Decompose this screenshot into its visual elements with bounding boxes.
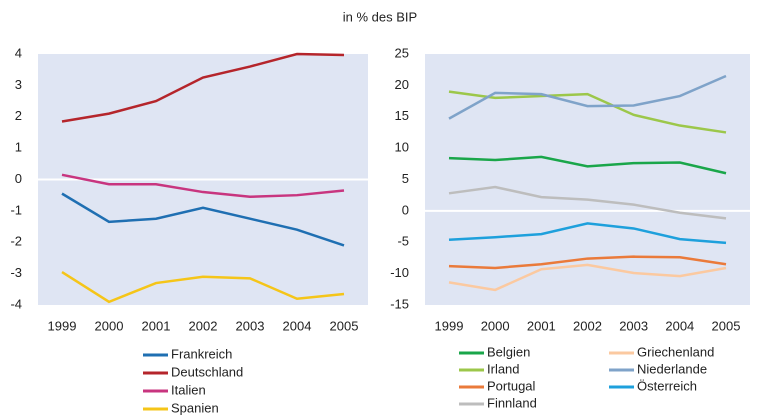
series-line bbox=[61, 271, 345, 304]
y-tick-label: 4 bbox=[15, 45, 22, 60]
series-line bbox=[61, 192, 345, 247]
legend-label: Frankreich bbox=[171, 346, 232, 361]
legend-label: Portugal bbox=[487, 378, 536, 393]
y-tick-label: 0 bbox=[402, 202, 409, 217]
x-tick-label: 1999 bbox=[48, 318, 77, 333]
x-tick-label: 2002 bbox=[189, 318, 218, 333]
legend-label: Irland bbox=[487, 361, 520, 376]
x-tick-label: 2004 bbox=[665, 318, 694, 333]
x-tick-label: 2003 bbox=[236, 318, 265, 333]
series-line bbox=[448, 222, 727, 245]
legend-label: Österreich bbox=[637, 378, 697, 393]
legend-label: Belgien bbox=[487, 344, 530, 359]
y-tick-label: -5 bbox=[397, 234, 409, 249]
legend-label: Finnland bbox=[487, 395, 537, 410]
y-tick-label: 3 bbox=[15, 77, 22, 92]
legend-label: Niederlande bbox=[637, 361, 707, 376]
x-tick-label: 2000 bbox=[481, 318, 510, 333]
y-tick-label: -10 bbox=[390, 265, 409, 280]
y-tick-label: 2 bbox=[15, 108, 22, 123]
series-line bbox=[448, 263, 727, 292]
series-line bbox=[448, 185, 727, 220]
x-tick-label: 2003 bbox=[619, 318, 648, 333]
y-tick-label: 10 bbox=[395, 140, 409, 155]
x-tick-label: 2005 bbox=[330, 318, 359, 333]
x-tick-label: 2004 bbox=[283, 318, 312, 333]
y-tick-label: 25 bbox=[395, 45, 409, 60]
legend-label: Griechenland bbox=[637, 344, 714, 359]
series-line bbox=[448, 155, 727, 175]
x-tick-label: 2001 bbox=[142, 318, 171, 333]
chart-title: in % des BIP bbox=[343, 9, 417, 24]
legend-label: Italien bbox=[171, 382, 206, 397]
series-line bbox=[61, 173, 345, 199]
y-tick-label: 0 bbox=[15, 171, 22, 186]
series-line bbox=[448, 90, 727, 134]
x-tick-label: 1999 bbox=[435, 318, 464, 333]
x-tick-label: 2002 bbox=[573, 318, 602, 333]
y-tick-label: -1 bbox=[10, 202, 22, 217]
legend-label: Deutschland bbox=[171, 364, 243, 379]
series-line bbox=[448, 74, 727, 120]
legend-label: Spanien bbox=[171, 400, 219, 415]
y-tick-label: -15 bbox=[390, 296, 409, 311]
y-tick-label: 5 bbox=[402, 171, 409, 186]
y-tick-label: -2 bbox=[10, 234, 22, 249]
y-tick-label: 1 bbox=[15, 140, 22, 155]
y-tick-label: 15 bbox=[395, 108, 409, 123]
y-tick-label: 20 bbox=[395, 77, 409, 92]
series-line bbox=[448, 255, 727, 270]
y-tick-label: -3 bbox=[10, 265, 22, 280]
y-tick-label: -4 bbox=[10, 296, 22, 311]
x-tick-label: 2001 bbox=[527, 318, 556, 333]
x-tick-label: 2005 bbox=[712, 318, 741, 333]
x-tick-label: 2000 bbox=[95, 318, 124, 333]
series-line bbox=[61, 52, 345, 123]
